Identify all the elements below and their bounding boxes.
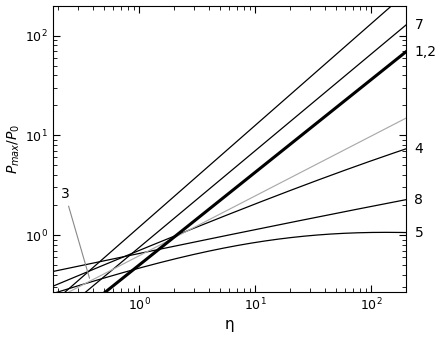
Text: 6: 6 [0,337,1,338]
Text: 1,2: 1,2 [415,45,436,59]
X-axis label: η: η [225,317,234,333]
Y-axis label: $P_{max}/P_0$: $P_{max}/P_0$ [6,123,22,174]
Text: 4: 4 [415,142,423,156]
Text: 7: 7 [415,18,423,32]
Text: 3: 3 [61,187,90,278]
Text: 8: 8 [415,193,423,207]
Text: 5: 5 [415,225,423,240]
